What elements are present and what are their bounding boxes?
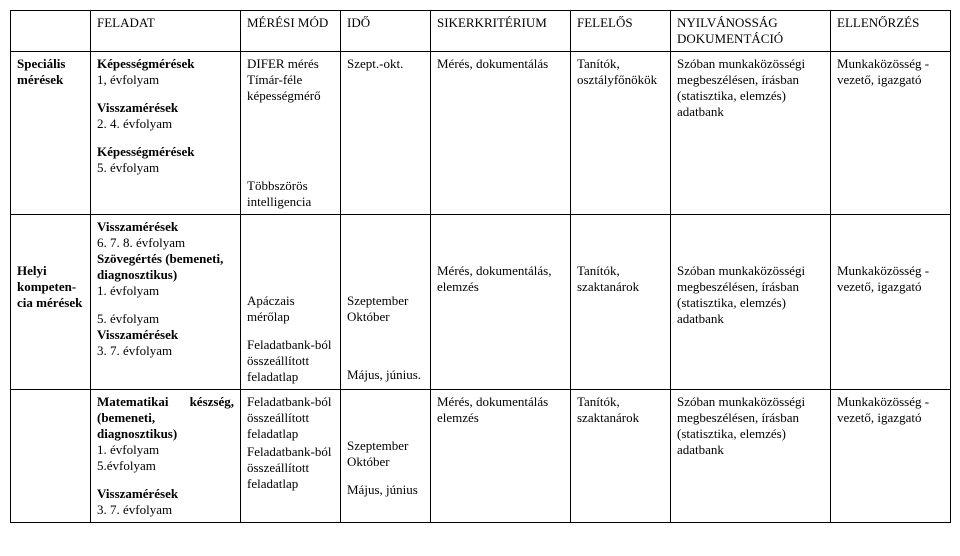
row-label: [11, 390, 91, 523]
text: Munkaközösség -vezető, igazgató: [837, 263, 944, 295]
siker-cell: Mérés, dokumentálás elemzés: [431, 390, 571, 523]
text: 5.évfolyam: [97, 458, 234, 474]
header-cell: [11, 11, 91, 52]
text: 5. évfolyam: [97, 311, 234, 327]
ellenorzes-cell: Munkaközösség -vezető, igazgató: [831, 52, 951, 215]
assessment-table: FELADAT MÉRÉSI MÓD IDŐ SIKERKRITÉRIUM FE…: [10, 10, 951, 523]
text: Május, június: [347, 482, 424, 498]
text: Visszamérések: [97, 327, 234, 343]
text: Tanítók, szaktanárok: [577, 263, 664, 295]
text: Szeptember Október: [347, 293, 424, 325]
feladat-cell: Képességmérések 1, évfolyam Visszamérése…: [91, 52, 241, 215]
text: Feladatbank-ból összeállított feladatlap: [247, 394, 334, 442]
ido-cell: Szeptember Október Május, június: [341, 390, 431, 523]
header-cell: SIKERKRITÉRIUM: [431, 11, 571, 52]
text: 3. 7. évfolyam: [97, 343, 234, 359]
row-label: Helyi kompeten-cia mérések: [11, 215, 91, 390]
text: Feladatbank-ból összeállított feladatlap: [247, 444, 334, 492]
text: Visszamérések: [97, 486, 234, 502]
text: Visszamérések: [97, 219, 234, 235]
row-label: Speciális mérések: [11, 52, 91, 215]
text: (bemeneti, diagnosztikus): [97, 410, 234, 442]
text: Apáczais mérőlap: [247, 293, 334, 325]
ellenorzes-cell: Munkaközösség -vezető, igazgató: [831, 390, 951, 523]
meresi-mod-cell: Apáczais mérőlap Feladatbank-ból összeál…: [241, 215, 341, 390]
text: Képességmérések: [97, 144, 234, 160]
text: Visszamérések: [97, 100, 234, 116]
text: DIFER mérés: [247, 56, 334, 72]
text: Mérés, dokumentálás, elemzés: [437, 263, 564, 295]
nyilvanossag-cell: Szóban munkaközösségi megbeszélésen, írá…: [671, 390, 831, 523]
ido-cell: Szept.-okt.: [341, 52, 431, 215]
meresi-mod-cell: Feladatbank-ból összeállított feladatlap…: [241, 390, 341, 523]
siker-cell: Mérés, dokumentálás, elemzés: [431, 215, 571, 390]
text: Képességmérések: [97, 56, 234, 72]
siker-cell: Mérés, dokumentálás: [431, 52, 571, 215]
nyilvanossag-cell: Szóban munkaközösségi megbeszélésen, írá…: [671, 52, 831, 215]
text: Többszörös intelligencia: [247, 178, 334, 210]
text: Feladatbank-ból összeállított feladatlap: [247, 337, 334, 385]
feladat-cell: Visszamérések 6. 7. 8. évfolyam Szövegér…: [91, 215, 241, 390]
ido-cell: Szeptember Október Május, június.: [341, 215, 431, 390]
nyilvanossag-cell: Szóban munkaközösségi megbeszélésen, írá…: [671, 215, 831, 390]
header-cell: MÉRÉSI MÓD: [241, 11, 341, 52]
text: 2. 4. évfolyam: [97, 116, 234, 132]
text: 3. 7. évfolyam: [97, 502, 234, 518]
text: 1. évfolyam: [97, 283, 234, 299]
header-cell: IDŐ: [341, 11, 431, 52]
text: 5. évfolyam: [97, 160, 234, 176]
header-cell: FELELŐS: [571, 11, 671, 52]
text: Matematikai: [97, 394, 168, 409]
text: Speciális mérések: [17, 56, 65, 87]
text: készség,: [190, 394, 234, 410]
text: 6. 7. 8. évfolyam: [97, 235, 234, 251]
table-row: Speciális mérések Képességmérések 1, évf…: [11, 52, 951, 215]
header-cell: ELLENŐRZÉS: [831, 11, 951, 52]
text: Szeptember Október: [347, 438, 424, 470]
text: 1, évfolyam: [97, 72, 234, 88]
text: Május, június.: [347, 367, 424, 383]
text: Helyi kompeten-cia mérések: [17, 263, 84, 311]
text: Szóban munkaközösségi megbeszélésen, írá…: [677, 263, 824, 327]
header-cell: NYILVÁNOSSÁG DOKUMENTÁCIÓ: [671, 11, 831, 52]
felelos-cell: Tanítók, szaktanárok: [571, 390, 671, 523]
ellenorzes-cell: Munkaközösség -vezető, igazgató: [831, 215, 951, 390]
header-cell: FELADAT: [91, 11, 241, 52]
text: Tímár-féle képességmérő: [247, 72, 334, 104]
table-row: Matematikai készség, (bemeneti, diagnosz…: [11, 390, 951, 523]
feladat-cell: Matematikai készség, (bemeneti, diagnosz…: [91, 390, 241, 523]
text: 1. évfolyam: [97, 442, 234, 458]
felelos-cell: Tanítók, osztályfőnökök: [571, 52, 671, 215]
meresi-mod-cell: DIFER mérés Tímár-féle képességmérő Több…: [241, 52, 341, 215]
felelos-cell: Tanítók, szaktanárok: [571, 215, 671, 390]
header-row: FELADAT MÉRÉSI MÓD IDŐ SIKERKRITÉRIUM FE…: [11, 11, 951, 52]
text: Szövegértés (bemeneti, diagnosztikus): [97, 251, 234, 283]
table-row: Helyi kompeten-cia mérések Visszamérések…: [11, 215, 951, 390]
